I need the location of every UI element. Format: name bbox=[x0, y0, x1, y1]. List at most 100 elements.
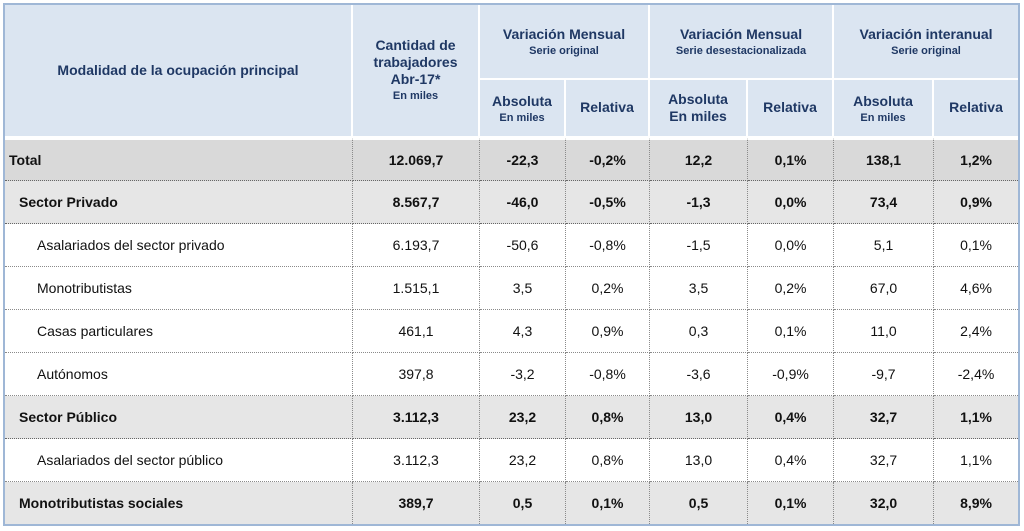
cell-md-abs: -1,5 bbox=[650, 224, 749, 267]
row-label: Sector Público bbox=[5, 396, 353, 439]
cell-md-rel: 0,2% bbox=[748, 267, 835, 310]
cell-ia-rel: 1,1% bbox=[934, 439, 1019, 482]
header-md-relativa-label: Relativa bbox=[763, 99, 817, 115]
cell-cantidad: 12.069,7 bbox=[353, 138, 480, 181]
cell-md-rel: 0,1% bbox=[748, 482, 835, 524]
header-md-absoluta: Absoluta En miles bbox=[650, 80, 749, 138]
cell-md-abs: 0,3 bbox=[650, 310, 749, 353]
cell-md-abs: 3,5 bbox=[650, 267, 749, 310]
cell-ia-abs: 32,7 bbox=[834, 439, 935, 482]
cell-ia-rel: 1,2% bbox=[934, 138, 1019, 181]
row-label: Monotributistas bbox=[5, 267, 353, 310]
header-modalidad-label: Modalidad de la ocupación principal bbox=[57, 61, 299, 78]
cell-ia-rel: 0,9% bbox=[934, 181, 1019, 224]
cell-ia-abs: 5,1 bbox=[834, 224, 935, 267]
table-row: Asalariados del sector privado 6.193,7 -… bbox=[5, 224, 1019, 267]
header-mo-absoluta-label: Absoluta bbox=[492, 92, 552, 109]
table-row: Casas particulares 461,1 4,3 0,9% 0,3 0,… bbox=[5, 310, 1019, 353]
header-md-relativa: Relativa bbox=[748, 80, 835, 138]
header-cantidad-line1: Cantidad de bbox=[375, 37, 456, 53]
header-var-interanual: Variación interanual Serie original bbox=[834, 5, 1019, 80]
cell-md-rel: 0,0% bbox=[748, 224, 835, 267]
cell-md-abs: -1,3 bbox=[650, 181, 749, 224]
cell-mo-rel: -0,8% bbox=[566, 353, 651, 396]
cell-mo-abs: -22,3 bbox=[480, 138, 566, 181]
cell-ia-rel: 4,6% bbox=[934, 267, 1019, 310]
table-row-sector-publico: Sector Público 3.112,3 23,2 0,8% 13,0 0,… bbox=[5, 396, 1019, 439]
cell-cantidad: 8.567,7 bbox=[353, 181, 480, 224]
header-mo-absoluta-unit: En miles bbox=[499, 111, 545, 124]
header-modalidad: Modalidad de la ocupación principal bbox=[5, 5, 353, 138]
header-var-mensual-desest: Variación Mensual Serie desestacionaliza… bbox=[650, 5, 835, 80]
table-row-monotributistas-sociales: Monotributistas sociales 389,7 0,5 0,1% … bbox=[5, 482, 1019, 524]
header-cantidad-line3: Abr-17* bbox=[390, 71, 441, 87]
cell-mo-abs: -46,0 bbox=[480, 181, 566, 224]
cell-md-rel: 0,4% bbox=[748, 396, 835, 439]
cell-ia-abs: 32,0 bbox=[834, 482, 935, 524]
header-ia-relativa: Relativa bbox=[934, 80, 1019, 138]
header-mo-absoluta: Absoluta En miles bbox=[480, 80, 566, 138]
employment-table: Modalidad de la ocupación principal Cant… bbox=[3, 3, 1021, 526]
cell-ia-rel: 1,1% bbox=[934, 396, 1019, 439]
cell-mo-rel: 0,1% bbox=[566, 482, 651, 524]
table-row-total: Total 12.069,7 -22,3 -0,2% 12,2 0,1% 138… bbox=[5, 138, 1019, 181]
cell-md-abs: 12,2 bbox=[650, 138, 749, 181]
cell-mo-rel: -0,2% bbox=[566, 138, 651, 181]
cell-cantidad: 3.112,3 bbox=[353, 439, 480, 482]
cell-cantidad: 461,1 bbox=[353, 310, 480, 353]
cell-md-rel: -0,9% bbox=[748, 353, 835, 396]
header-var-mensual-desest-sub: Serie desestacionalizada bbox=[675, 45, 807, 57]
cell-mo-rel: -0,8% bbox=[566, 224, 651, 267]
cell-md-abs: 13,0 bbox=[650, 439, 749, 482]
header-mo-relativa-label: Relativa bbox=[580, 99, 634, 115]
header-cantidad-unit: En miles bbox=[392, 90, 439, 102]
table-row: Asalariados del sector público 3.112,3 2… bbox=[5, 439, 1019, 482]
row-label: Sector Privado bbox=[5, 181, 353, 224]
row-label: Asalariados del sector privado bbox=[5, 224, 353, 267]
cell-mo-abs: 23,2 bbox=[480, 439, 566, 482]
table-row: Autónomos 397,8 -3,2 -0,8% -3,6 -0,9% -9… bbox=[5, 353, 1019, 396]
employment-table-container: Modalidad de la ocupación principal Cant… bbox=[3, 3, 1021, 526]
header-var-mensual-original-title: Variación Mensual bbox=[502, 26, 626, 42]
header-ia-relativa-label: Relativa bbox=[949, 99, 1003, 115]
cell-cantidad: 6.193,7 bbox=[353, 224, 480, 267]
cell-md-rel: 0,4% bbox=[748, 439, 835, 482]
cell-ia-rel: -2,4% bbox=[934, 353, 1019, 396]
cell-ia-rel: 8,9% bbox=[934, 482, 1019, 524]
cell-md-rel: 0,1% bbox=[748, 310, 835, 353]
cell-md-rel: 0,0% bbox=[748, 181, 835, 224]
cell-mo-abs: 4,3 bbox=[480, 310, 566, 353]
header-var-mensual-original-sub: Serie original bbox=[529, 45, 599, 57]
cell-mo-rel: -0,5% bbox=[566, 181, 651, 224]
table-row-sector-privado: Sector Privado 8.567,7 -46,0 -0,5% -1,3 … bbox=[5, 181, 1019, 224]
cell-mo-abs: -50,6 bbox=[480, 224, 566, 267]
table-row: Monotributistas 1.515,1 3,5 0,2% 3,5 0,2… bbox=[5, 267, 1019, 310]
cell-ia-abs: 73,4 bbox=[834, 181, 935, 224]
cell-ia-rel: 2,4% bbox=[934, 310, 1019, 353]
cell-cantidad: 389,7 bbox=[353, 482, 480, 524]
cell-mo-rel: 0,8% bbox=[566, 396, 651, 439]
cell-mo-rel: 0,9% bbox=[566, 310, 651, 353]
cell-mo-abs: 3,5 bbox=[480, 267, 566, 310]
cell-mo-abs: 0,5 bbox=[480, 482, 566, 524]
cell-ia-abs: 67,0 bbox=[834, 267, 935, 310]
cell-mo-abs: -3,2 bbox=[480, 353, 566, 396]
cell-mo-rel: 0,2% bbox=[566, 267, 651, 310]
header-cantidad-line2: trabajadores bbox=[373, 54, 458, 70]
cell-cantidad: 397,8 bbox=[353, 353, 480, 396]
row-label: Casas particulares bbox=[5, 310, 353, 353]
cell-md-abs: 13,0 bbox=[650, 396, 749, 439]
cell-md-abs: -3,6 bbox=[650, 353, 749, 396]
cell-ia-abs: 11,0 bbox=[834, 310, 935, 353]
header-ia-absoluta: Absoluta En miles bbox=[834, 80, 935, 138]
row-label: Total bbox=[5, 138, 353, 181]
header-cantidad: Cantidad de trabajadores Abr-17* En mile… bbox=[353, 5, 480, 138]
header-md-absoluta-unit: En miles bbox=[669, 108, 727, 124]
header-md-absoluta-label: Absoluta bbox=[668, 91, 728, 107]
cell-md-abs: 0,5 bbox=[650, 482, 749, 524]
header-var-interanual-sub: Serie original bbox=[891, 45, 961, 57]
header-var-interanual-title: Variación interanual bbox=[859, 26, 993, 42]
row-label: Autónomos bbox=[5, 353, 353, 396]
cell-ia-abs: 32,7 bbox=[834, 396, 935, 439]
cell-mo-abs: 23,2 bbox=[480, 396, 566, 439]
